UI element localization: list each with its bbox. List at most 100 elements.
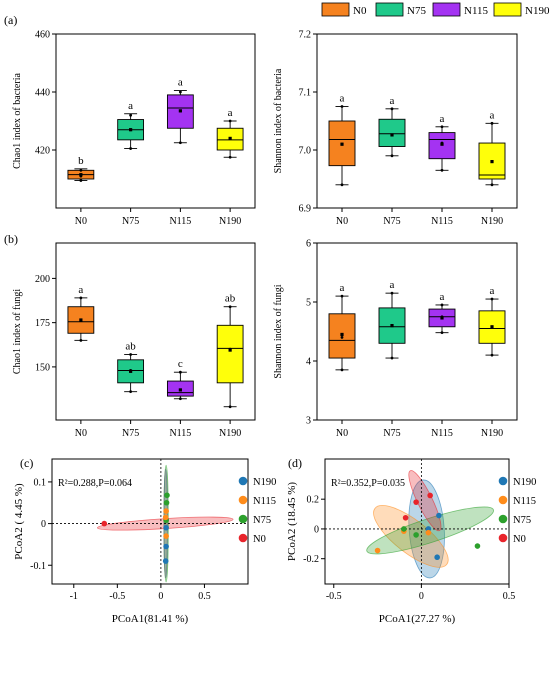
legend-label-n190: N190 (525, 5, 550, 17)
x-tick-label: N190 (481, 428, 503, 439)
chao1-fungi-panel: 150 175 200 Chao1 index of fungi N0 N75 N115 N1… (12, 242, 256, 439)
point-n75 (163, 499, 170, 506)
ordination-legend-label: N75 (513, 515, 531, 526)
x-tick-label: 0 (158, 591, 163, 602)
ordination-legend-label: N115 (253, 496, 276, 507)
y-tick-label: 440 (35, 88, 50, 99)
significance-letter: a (440, 113, 445, 125)
data-point (490, 183, 494, 187)
y-tick-label: 5 (306, 298, 311, 309)
point-n190 (163, 524, 169, 531)
significance-letter: a (340, 93, 345, 105)
data-point (79, 174, 83, 178)
data-point (129, 113, 133, 117)
legend-label-n0: N0 (353, 5, 367, 17)
y-axis-label: PCoA2 ( 4.45 %) (13, 483, 25, 560)
x-tick-label: N0 (75, 428, 87, 439)
data-point (129, 369, 133, 372)
y-tick-label: 0 (314, 524, 319, 535)
ordination-legend-label: N190 (253, 477, 276, 488)
y-tick-label: 0.2 (307, 495, 320, 506)
data-point (79, 168, 83, 172)
point-n115 (374, 547, 381, 554)
data-point (129, 353, 133, 356)
ellipse-n115 (373, 505, 449, 568)
x-tick-label: N0 (336, 428, 348, 439)
x-tick-label: N75 (122, 216, 139, 227)
stats-annotation: R²=0.352,P=0.035 (331, 478, 405, 489)
data-point (79, 296, 83, 300)
significance-letter: a (490, 109, 495, 121)
shannon-bacteria-panel: 6.9 7.0 7.1 7.2 Shannon index of bacteria N0 N… (273, 30, 518, 227)
legend-swatch-n0 (321, 2, 350, 17)
data-point (440, 125, 444, 129)
legend-swatch-n75 (375, 2, 404, 17)
data-point (440, 331, 444, 335)
data-point (79, 338, 83, 342)
y-tick-label: 7.2 (299, 30, 312, 41)
ordination-legend-marker (498, 495, 508, 505)
pcoa-fungi-panel: -0.5 0 0.5 -0.2 0 0.2 PCoA1(27.27 %) PCoA2 (18.… (286, 458, 536, 625)
data-point (490, 325, 494, 329)
significance-letter: ab (125, 341, 136, 353)
plot-frame (51, 458, 249, 585)
significance-letter: a (128, 100, 133, 112)
data-point (228, 119, 232, 123)
data-point (490, 297, 494, 301)
ordination-legend-label: N115 (513, 496, 536, 507)
plot-frame (324, 458, 510, 585)
ordination-legend-label: N75 (253, 515, 271, 526)
point-n75 (164, 492, 170, 499)
x-tick-label: N190 (219, 216, 241, 227)
y-axis-label: Chao1 index of fungi (12, 289, 23, 374)
point-n190 (163, 543, 169, 550)
x-tick-label: 0 (419, 591, 424, 602)
y-tick-label: 3 (306, 416, 311, 427)
data-point (490, 353, 494, 357)
legend-swatch-n190 (493, 2, 522, 17)
point-n75 (474, 543, 481, 549)
data-point (340, 142, 344, 146)
y-tick-label: 7.0 (299, 146, 312, 157)
ordination-legend-label: N0 (513, 534, 526, 545)
point-n75 (401, 526, 407, 532)
data-point (390, 154, 394, 158)
data-point (228, 305, 232, 309)
data-point (79, 318, 83, 322)
y-tick-label: 0.1 (34, 477, 47, 488)
data-point (129, 147, 133, 150)
significance-letter: a (390, 95, 395, 107)
legend-label-n75: N75 (407, 5, 426, 17)
significance-letter: a (390, 279, 395, 291)
y-axis-label: PCoA2 (18.45 %) (286, 482, 298, 561)
data-point (340, 105, 344, 108)
x-tick-label: N115 (169, 216, 191, 227)
panel-label-b: (b) (4, 232, 18, 246)
point-n0 (402, 514, 409, 521)
point-n115 (162, 514, 169, 521)
box-n190 (216, 324, 244, 384)
x-tick-label: 0.5 (198, 591, 211, 602)
y-axis-label: Chao1 index of bacteria (12, 73, 23, 169)
y-axis-label: Shannon index of fungi (273, 284, 284, 378)
x-tick-label: N75 (383, 216, 400, 227)
ordination-legend-marker (498, 476, 508, 486)
y-tick-label: -0.1 (30, 561, 46, 572)
mean-marker (340, 332, 344, 337)
x-tick-label: N75 (383, 428, 400, 439)
point-n0 (427, 492, 433, 499)
data-point (440, 315, 444, 319)
ordination-legend-marker (238, 533, 248, 543)
y-tick-label: 0 (41, 519, 46, 530)
y-tick-label: 460 (35, 30, 50, 41)
data-point (440, 168, 444, 172)
legend-label-n115: N115 (464, 5, 489, 17)
panel-label-d: (d) (288, 456, 302, 470)
plot-frame (55, 33, 256, 209)
group-legend: N0 N75 N115 N190 (321, 2, 550, 17)
y-tick-label: 420 (35, 146, 50, 157)
data-point (228, 137, 232, 140)
significance-letter: a (228, 107, 233, 119)
significance-letter: a (440, 291, 445, 303)
